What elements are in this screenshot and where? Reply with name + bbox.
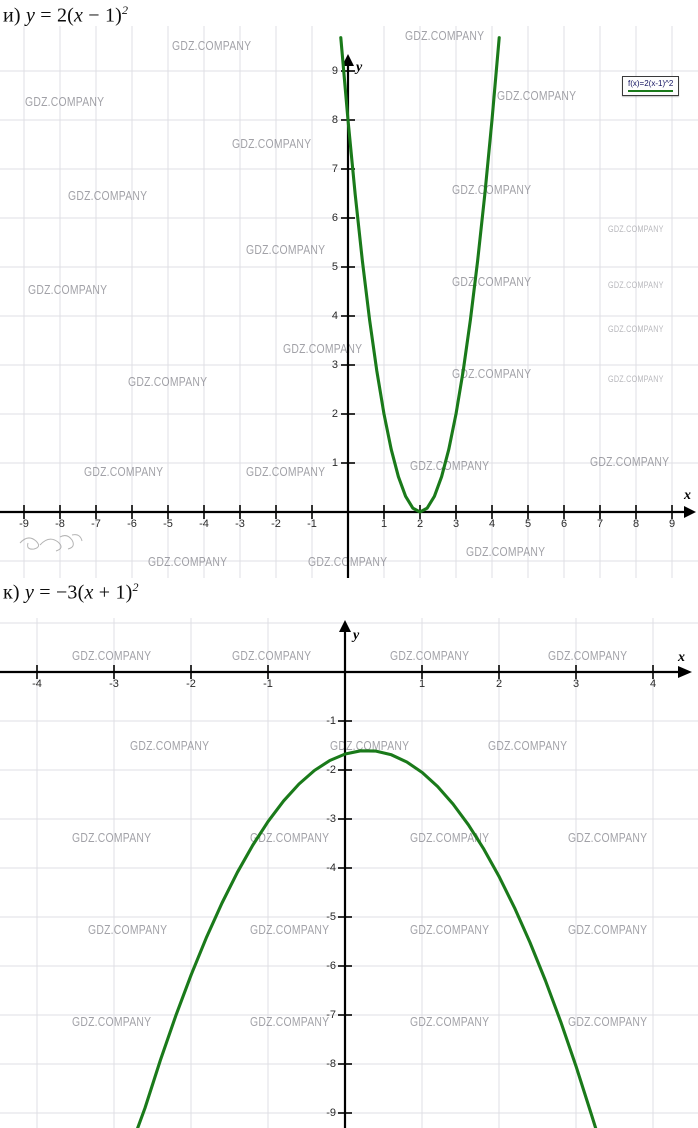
x-tick-label: -6 xyxy=(127,518,137,530)
x-tick-label: 8 xyxy=(632,518,640,530)
legend-chart-i[interactable]: f(x)=2(x-1)^2 xyxy=(622,76,680,96)
y-tick-label: 9 xyxy=(331,65,338,77)
problem-marker-k: к) xyxy=(3,581,20,604)
x-tick-label: 6 xyxy=(560,518,568,530)
y-tick-label: 1 xyxy=(331,457,338,469)
y-tick-label: -9 xyxy=(326,1107,336,1119)
y-tick-label: 2 xyxy=(331,408,338,420)
x-tick-label: 1 xyxy=(380,518,388,530)
curve-f-of-x-2x-minus-1-squared xyxy=(339,36,501,514)
y-tick-label: -5 xyxy=(326,911,336,923)
x-tick-label: 2 xyxy=(495,678,503,690)
problem-const-k: 1) xyxy=(115,581,133,604)
y-tick-label: 6 xyxy=(331,212,338,224)
y-axis-label: y xyxy=(353,628,360,643)
y-tick-label: -8 xyxy=(326,1058,336,1070)
problem-marker-i: и) xyxy=(3,4,21,27)
x-tick-label: 1 xyxy=(418,678,426,690)
y-tick-label: 3 xyxy=(331,359,338,371)
problem-coef-i: 2( xyxy=(56,4,74,27)
x-tick-label: 4 xyxy=(649,678,657,690)
y-tick-label: -4 xyxy=(326,862,336,874)
x-tick-label: -8 xyxy=(55,518,65,530)
legend-label: f(x)=2(x-1)^2 xyxy=(628,79,674,88)
x-tick-label: -4 xyxy=(32,678,42,690)
y-tick-label: -7 xyxy=(326,1009,336,1021)
pencil-scribble-artifact xyxy=(19,534,83,552)
x-axis-label: x xyxy=(684,488,691,503)
y-tick-label: 4 xyxy=(331,310,338,322)
problem-lhs-i: y xyxy=(25,4,36,27)
axes-chart-i xyxy=(0,54,696,578)
x-axis-label: x xyxy=(678,650,685,665)
y-tick-label: -3 xyxy=(326,813,336,825)
x-tick-label: -1 xyxy=(307,518,317,530)
axes-chart-k xyxy=(0,620,692,1128)
chart-i-parabola: GDZ.COMPANY GDZ.COMPANY GDZ.COMPANY GDZ.… xyxy=(0,26,698,578)
chart-k-parabola: GDZ.COMPANY GDZ.COMPANY GDZ.COMPANY GDZ.… xyxy=(0,618,698,1128)
x-tick-label: 2 xyxy=(416,518,424,530)
x-tick-label: -7 xyxy=(91,518,101,530)
x-tick-label: -4 xyxy=(199,518,209,530)
legend-color-swatch xyxy=(628,90,674,92)
x-tick-label: 3 xyxy=(452,518,460,530)
problem-sign-k: + xyxy=(93,581,116,604)
y-tick-label: -6 xyxy=(326,960,336,972)
problem-coef-k: −3( xyxy=(55,581,85,604)
problem-lhs-k: y xyxy=(24,581,35,604)
tick-labels-chart-i: -9 -8 -7 -6 -5 -4 -3 -2 -1 1 2 3 4 5 6 7… xyxy=(0,26,698,578)
problem-sign-i: − xyxy=(83,4,105,27)
y-axis-label: y xyxy=(356,60,363,75)
problem-var-i: x xyxy=(74,4,84,27)
x-tick-label: 3 xyxy=(572,678,580,690)
problem-caption-i: и) y = 2(x − 1)2 xyxy=(3,3,128,28)
x-tick-label: -3 xyxy=(235,518,245,530)
problem-eq-k: = xyxy=(39,581,51,604)
x-tick-label: -9 xyxy=(19,518,29,530)
grid-lines-chart-k xyxy=(0,618,698,1128)
x-tick-label: 9 xyxy=(668,518,676,530)
x-tick-label: 7 xyxy=(596,518,604,530)
tick-labels-chart-k: -4 -3 -2 -1 1 2 3 4 -1 -2 -3 -4 -5 -6 -7… xyxy=(0,618,698,1128)
problem-const-i: 1) xyxy=(104,4,123,27)
x-tick-label: -2 xyxy=(271,518,281,530)
x-tick-label: -5 xyxy=(163,518,173,530)
problem-power-k: 2 xyxy=(132,580,139,594)
y-tick-label: -2 xyxy=(326,764,336,776)
problem-eq-i: = xyxy=(40,4,52,27)
x-tick-label: 5 xyxy=(524,518,532,530)
x-tick-label: -3 xyxy=(109,678,119,690)
y-tick-label: 8 xyxy=(331,114,338,126)
x-tick-label: -1 xyxy=(263,678,273,690)
y-tick-label: -1 xyxy=(326,715,336,727)
y-tick-label: 5 xyxy=(331,261,338,273)
x-tick-label: 4 xyxy=(488,518,496,530)
problem-caption-k: к) y = −3(x + 1)2 xyxy=(3,580,139,605)
x-tick-label: -2 xyxy=(186,678,196,690)
problem-power-i: 2 xyxy=(122,3,129,17)
y-tick-label: 7 xyxy=(331,163,338,175)
curve-f-of-x-minus-3x-plus-1-squared xyxy=(136,749,598,1128)
problem-var-k: x xyxy=(84,581,94,604)
